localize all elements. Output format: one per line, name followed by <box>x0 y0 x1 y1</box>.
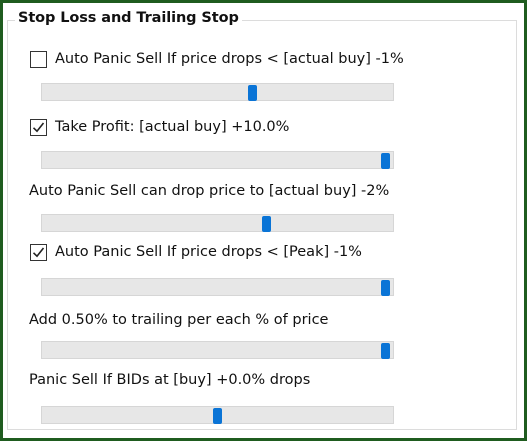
slider-thumb[interactable] <box>247 85 257 101</box>
checkmark-icon <box>32 122 45 133</box>
panic-sell-peak-label: Auto Panic Sell If price drops < [Peak] … <box>55 244 362 260</box>
take-profit-checkbox[interactable] <box>30 119 47 136</box>
stop-loss-groupbox <box>7 20 517 430</box>
slider-thumb[interactable] <box>212 408 222 424</box>
slider-thumb[interactable] <box>380 280 390 296</box>
panic-sell-peak-slider[interactable] <box>41 278 394 296</box>
panic-sell-bids-label: Panic Sell If BIDs at [buy] +0.0% drops <box>29 372 311 388</box>
panic-sell-peak-checkbox[interactable] <box>30 244 47 261</box>
panic-sell-bids-slider[interactable] <box>41 406 394 424</box>
trailing-add-slider[interactable] <box>41 341 394 359</box>
slider-thumb[interactable] <box>261 216 271 232</box>
panic-sell-actual-buy-checkbox[interactable] <box>30 51 47 68</box>
panic-sell-drop-price-slider[interactable] <box>41 214 394 232</box>
panic-sell-actual-buy-label: Auto Panic Sell If price drops < [actual… <box>55 51 404 67</box>
group-title: Stop Loss and Trailing Stop <box>15 10 242 26</box>
take-profit-slider[interactable] <box>41 151 394 169</box>
checkmark-icon <box>32 247 45 258</box>
slider-thumb[interactable] <box>380 343 390 359</box>
panic-sell-drop-price-label: Auto Panic Sell can drop price to [actua… <box>29 183 390 199</box>
trailing-add-label: Add 0.50% to trailing per each % of pric… <box>29 312 329 328</box>
slider-thumb[interactable] <box>380 153 390 169</box>
panic-sell-actual-buy-slider[interactable] <box>41 83 394 101</box>
take-profit-label: Take Profit: [actual buy] +10.0% <box>55 119 290 135</box>
